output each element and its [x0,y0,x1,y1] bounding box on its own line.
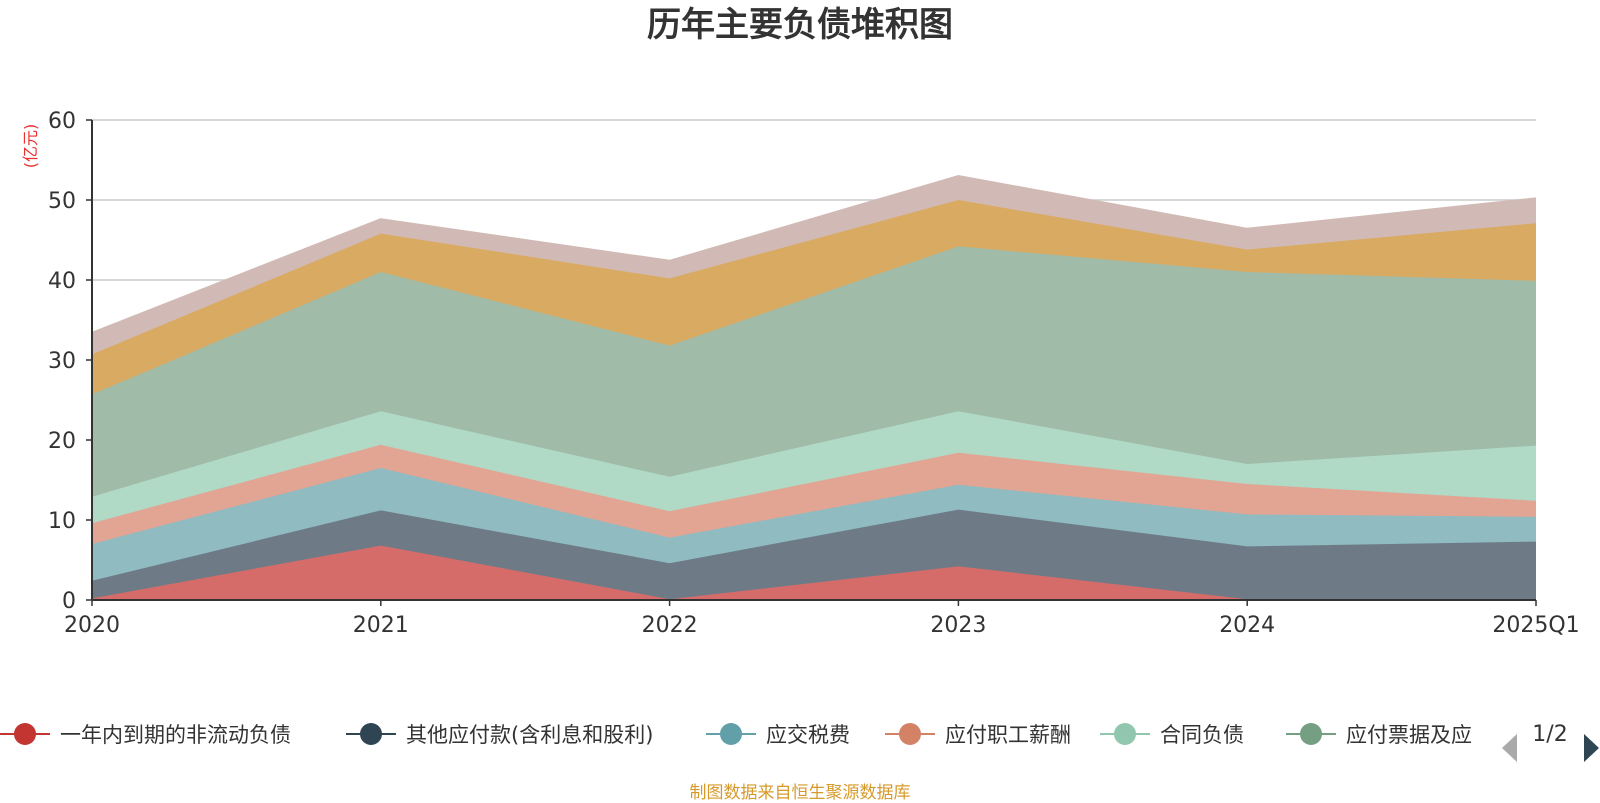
legend-marker [1300,723,1322,745]
y-tick-label: 10 [48,509,76,534]
legend-item[interactable]: 应付票据及应 [1286,723,1472,747]
legend-label: 其他应付款(含利息和股利) [406,723,653,747]
legend-marker [14,723,36,745]
y-tick-label: 0 [62,589,76,614]
legend-marker [360,723,382,745]
legend-pager: 1/2 [1502,722,1599,762]
series-area-4 [92,411,1536,524]
data-source-note: 制图数据来自恒生聚源数据库 [689,783,911,803]
y-tick-label: 20 [48,429,76,454]
x-tick-label: 2020 [64,613,120,638]
legend: 一年内到期的非流动负债 其他应付款(含利息和股利) 应交税费 应付职工薪酬 合同负债 应付… [0,723,1472,747]
legend-item[interactable]: 应交税费 [706,723,850,747]
series-area-1 [92,509,1536,600]
legend-page-indicator: 1/2 [1532,722,1567,747]
legend-label: 应交税费 [766,723,850,747]
series-area-3 [92,444,1536,544]
legend-marker [1114,723,1136,745]
axes: 2020 2021 2022 2023 2024 2025Q1 [64,120,1580,638]
legend-label: 一年内到期的非流动负债 [60,723,291,747]
legend-label: 合同负债 [1160,723,1244,747]
series-area-2 [92,468,1536,581]
series-area-7 [92,176,1536,355]
x-tick-label: 2021 [353,613,409,638]
y-axis-unit: (亿元) [21,124,40,169]
legend-label: 应付票据及应 [1346,723,1472,747]
x-tick-label: 2025Q1 [1492,613,1579,638]
chart-title: 历年主要负债堆积图 [647,5,953,45]
legend-item[interactable]: 一年内到期的非流动负债 [0,723,291,747]
legend-marker [899,723,921,745]
legend-prev-page-icon[interactable] [1502,734,1517,762]
series-areas [91,174,1537,601]
series-area-5 [92,246,1536,497]
legend-items: 一年内到期的非流动负债 其他应付款(含利息和股利) 应交税费 应付职工薪酬 合同负债 应付… [0,723,1472,747]
legend-marker [720,723,742,745]
y-tick-label: 60 [48,109,76,134]
x-tick-label: 2023 [930,613,986,638]
y-tick-label: 30 [48,349,76,374]
y-tick-label: 40 [48,269,76,294]
legend-item[interactable]: 其他应付款(含利息和股利) [346,723,653,747]
series-area-6 [92,200,1536,395]
series-line-7 [91,174,1537,334]
legend-item[interactable]: 应付职工薪酬 [885,723,1071,747]
y-tick-label: 50 [48,189,76,214]
legend-label: 应付职工薪酬 [945,723,1071,747]
legend-next-page-icon[interactable] [1584,734,1599,762]
legend-item[interactable]: 合同负债 [1100,723,1244,747]
x-tick-label: 2024 [1219,613,1275,638]
x-tick-label: 2022 [642,613,698,638]
